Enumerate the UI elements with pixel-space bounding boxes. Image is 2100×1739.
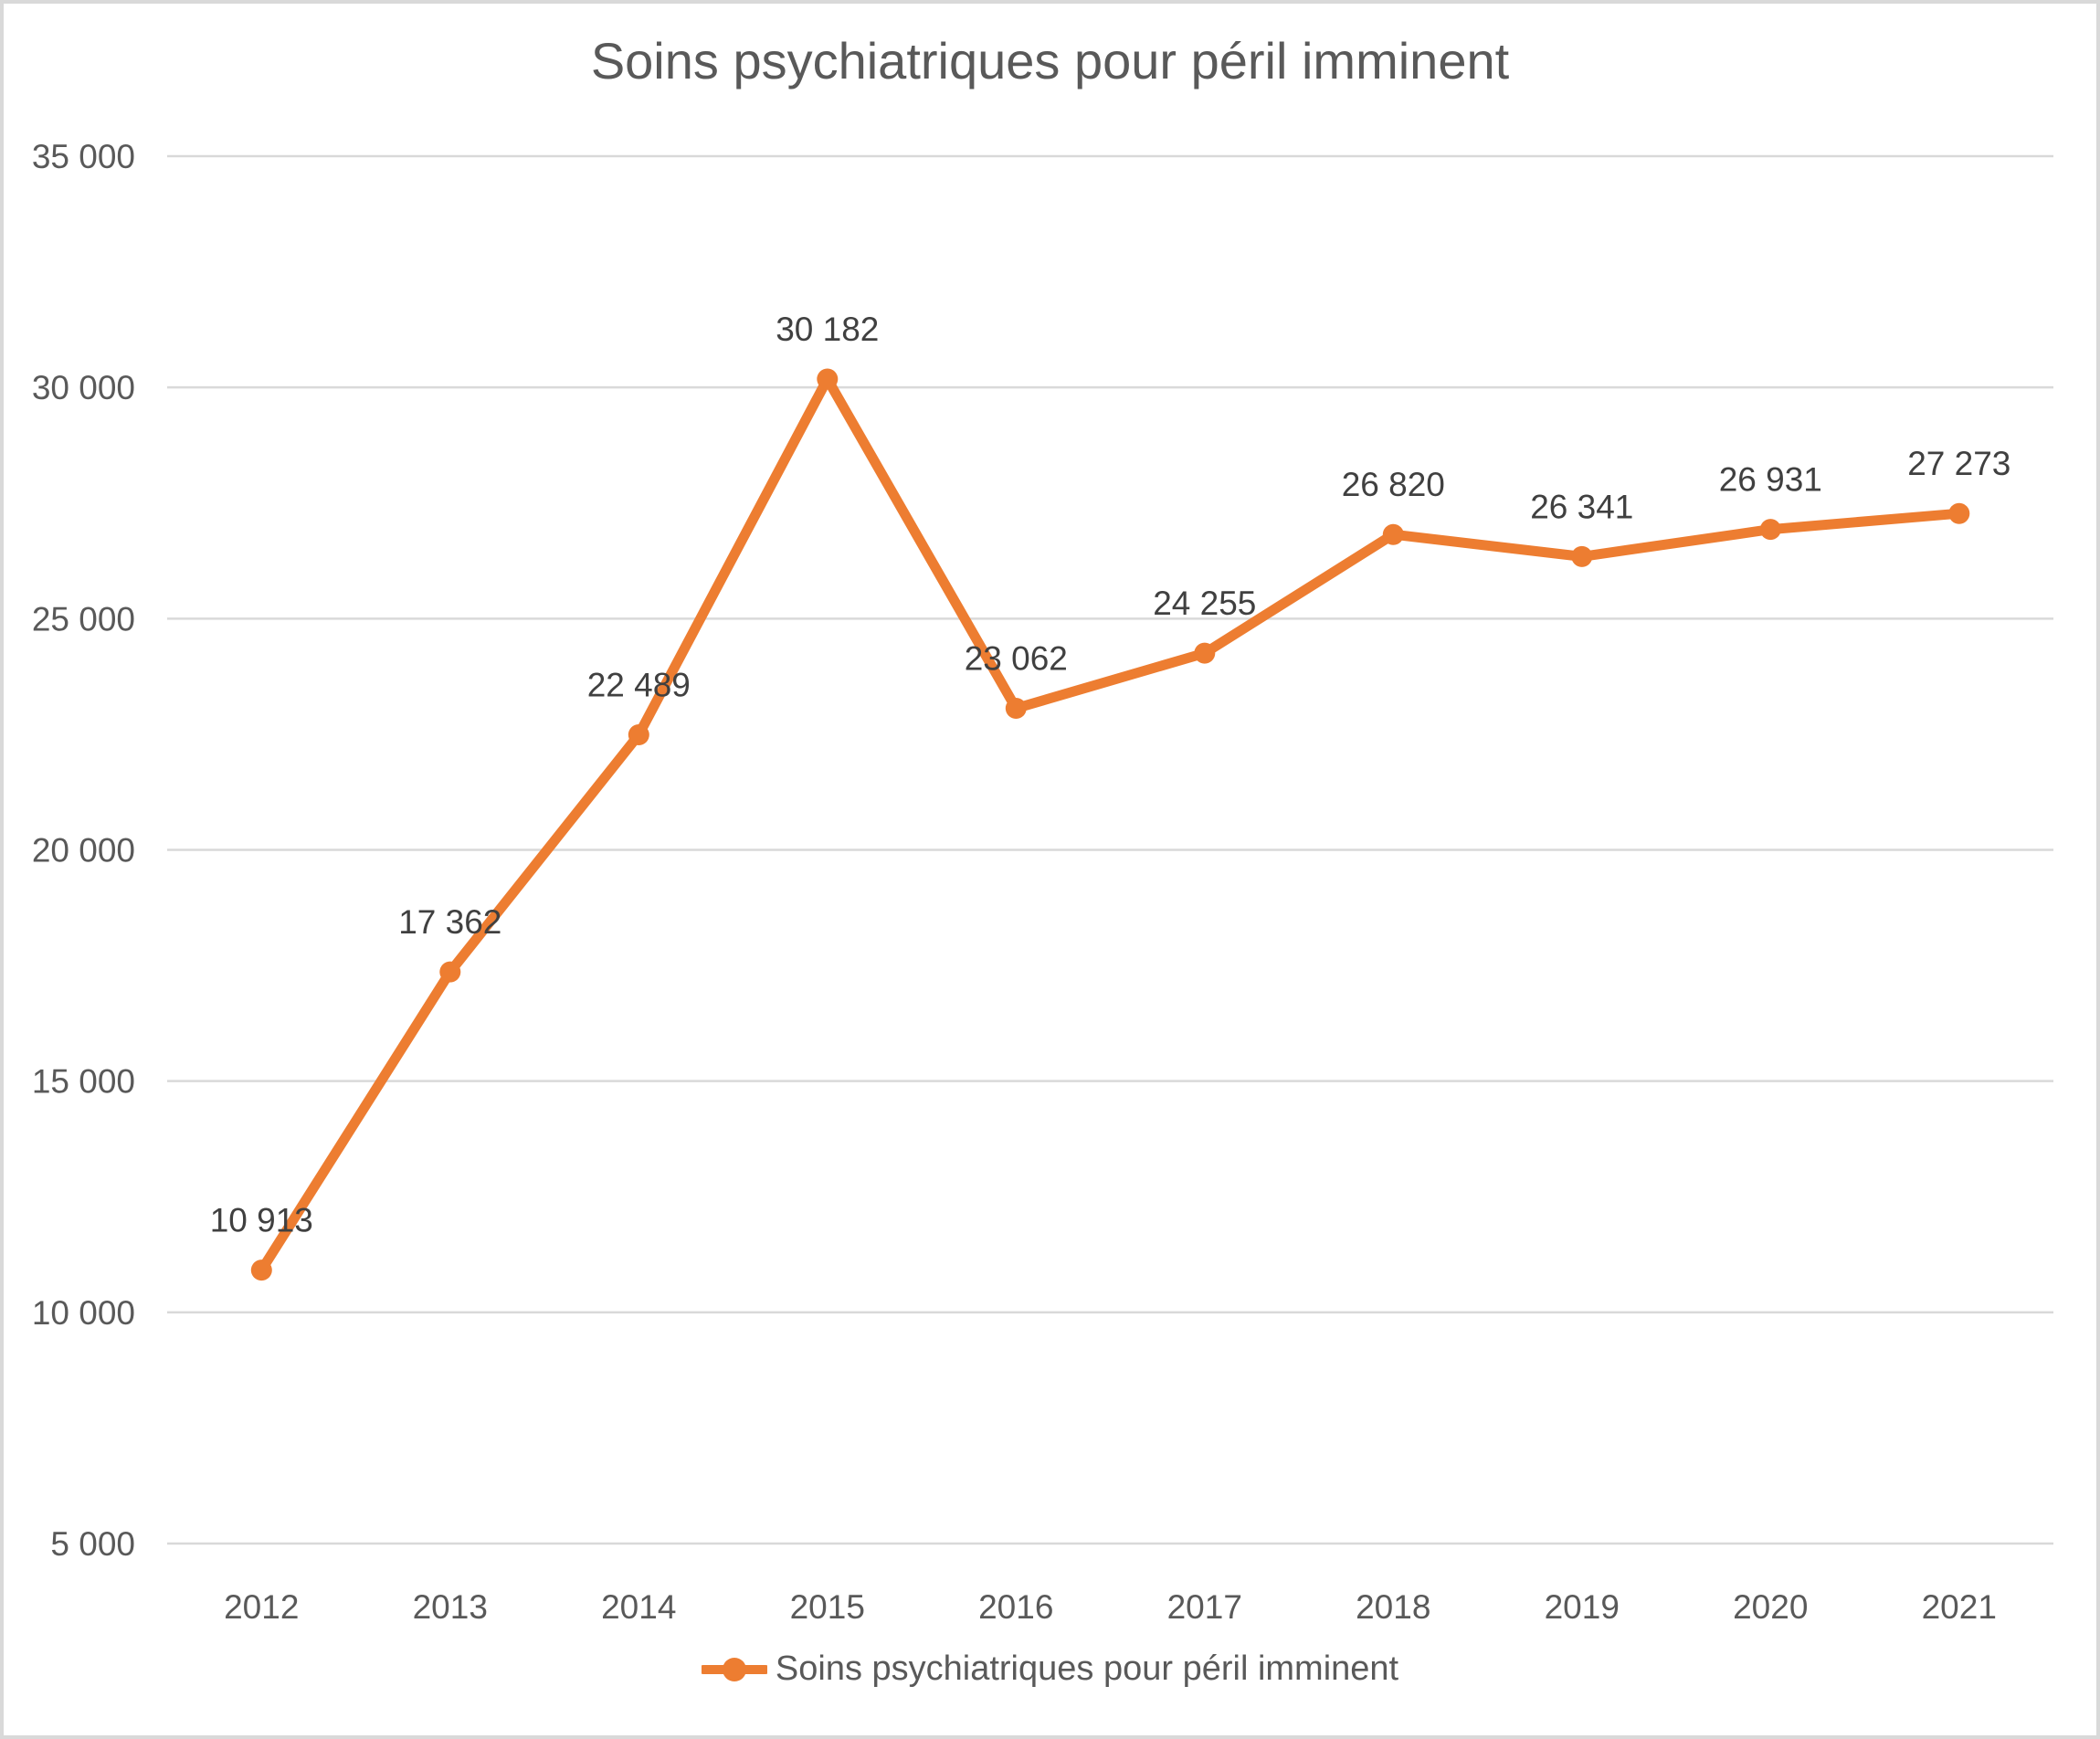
data-point-label: 23 062 [965, 640, 1068, 678]
x-axis-tick-label: 2014 [601, 1588, 676, 1626]
legend-entry-label: Soins psychiatriques pour péril imminent [775, 1649, 1399, 1688]
x-axis-tick-label: 2016 [978, 1588, 1053, 1626]
y-axis-tick-label: 35 000 [32, 138, 135, 175]
data-point-marker [1571, 545, 1593, 567]
series-group [250, 368, 1970, 1281]
data-point-label: 10 913 [210, 1202, 313, 1239]
data-point-label: 22 489 [587, 667, 691, 704]
data-point-label: 24 255 [1153, 585, 1256, 622]
x-axis-tick-labels-group: 2012 2013 2014 2015 2016 2017 2018 2019 2020 2021 [224, 1588, 1997, 1626]
y-axis-tick-label: 30 000 [32, 369, 135, 406]
data-point-marker [817, 368, 839, 390]
series-line [256, 374, 1965, 1276]
legend: Soins psychiatriques pour péril imminent [4, 1649, 2096, 1689]
data-point-label: 26 931 [1719, 461, 1822, 499]
data-point-marker [1759, 519, 1781, 541]
data-labels-group: 10 913 17 362 22 489 30 182 23 062 24 255 26 8… [210, 311, 2011, 1239]
legend-line-marker-icon [701, 1657, 767, 1681]
data-point-marker [439, 961, 461, 983]
x-axis-tick-label: 2012 [224, 1588, 299, 1626]
y-axis-tick-label: 20 000 [32, 832, 135, 870]
gridlines-group [167, 154, 2053, 1545]
y-axis-tick-label: 15 000 [32, 1063, 135, 1101]
y-axis-tick-label: 5 000 [50, 1525, 135, 1563]
data-point-marker [1948, 502, 1970, 524]
x-axis-tick-label: 2019 [1545, 1588, 1620, 1626]
x-axis-tick-label: 2020 [1733, 1588, 1808, 1626]
y-axis-tick-label: 25 000 [32, 600, 135, 638]
x-axis-tick-label: 2015 [790, 1588, 865, 1626]
y-axis-tick-labels-group: 5 000 10 000 15 000 20 000 25 000 30 000 35 00… [32, 138, 135, 1563]
data-point-label: 26 341 [1530, 488, 1633, 525]
data-point-marker [628, 724, 649, 745]
data-point-marker [1382, 523, 1404, 545]
x-axis-tick-label: 2021 [1922, 1588, 1997, 1626]
data-point-label: 17 362 [398, 903, 501, 941]
x-axis-tick-label: 2017 [1167, 1588, 1242, 1626]
data-point-marker [1005, 698, 1027, 719]
data-point-marker [1194, 642, 1216, 664]
x-axis-tick-label: 2013 [413, 1588, 488, 1626]
data-point-marker [250, 1259, 272, 1281]
data-point-label: 30 182 [776, 311, 879, 348]
y-axis-tick-label: 10 000 [32, 1294, 135, 1332]
data-point-label: 27 273 [1907, 445, 2010, 482]
x-axis-tick-label: 2018 [1356, 1588, 1430, 1626]
data-point-label: 26 820 [1342, 466, 1445, 503]
chart-title: Soins psychiatriques pour péril imminent [590, 32, 1510, 90]
plot-area: 5 000 10 000 15 000 20 000 25 000 30 000 35 00… [32, 138, 2053, 1626]
